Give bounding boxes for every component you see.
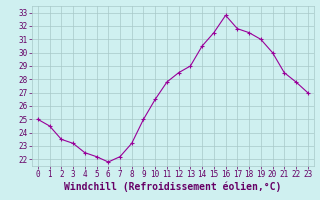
X-axis label: Windchill (Refroidissement éolien,°C): Windchill (Refroidissement éolien,°C) (64, 182, 282, 192)
